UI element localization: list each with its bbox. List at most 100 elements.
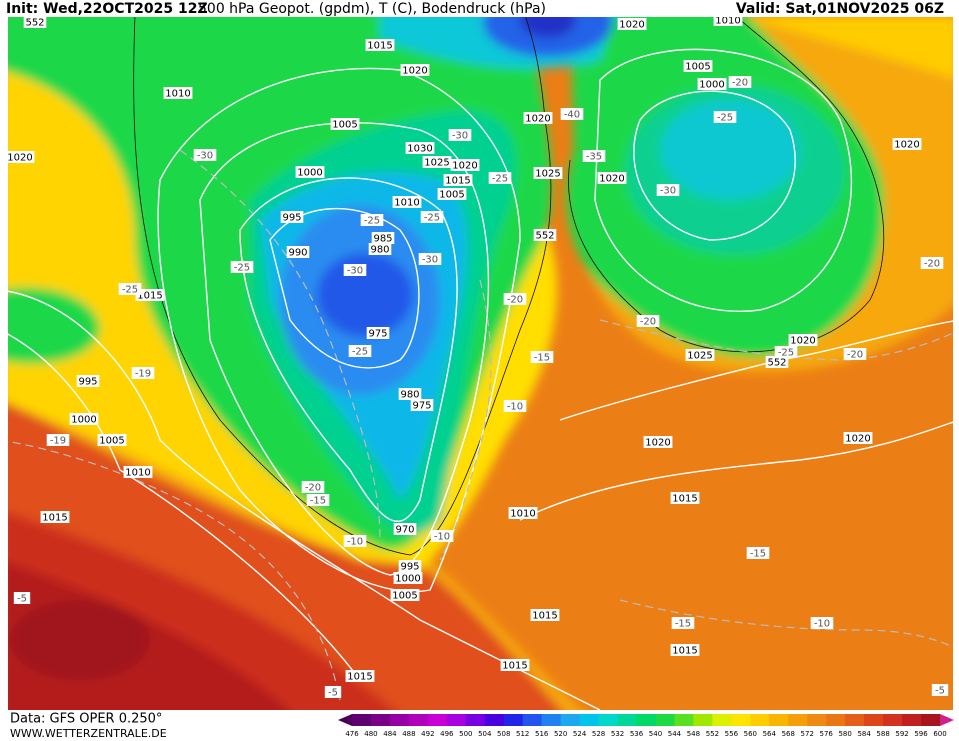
isobar-label-box — [390, 589, 420, 601]
colorbar-label: 560 — [744, 730, 757, 738]
colorbar-label: 512 — [516, 730, 529, 738]
temperature-label-box — [131, 367, 155, 379]
temperature-label: -5 — [935, 686, 945, 697]
colorbar-label: 508 — [497, 730, 510, 738]
colorbar-label: 504 — [478, 730, 492, 738]
colorbar-swatch — [352, 714, 372, 726]
temperature-label-box — [418, 253, 442, 265]
geopotential-label: 552 — [535, 231, 554, 242]
isobar-label-box — [683, 60, 713, 72]
temperature-label-box — [713, 111, 737, 123]
colorbar-swatch — [427, 714, 448, 726]
colorbar-label: 492 — [421, 730, 434, 738]
isobar-label: 1020 — [452, 161, 477, 172]
isobar-label-box — [523, 112, 553, 124]
temperature-label-box — [420, 211, 444, 223]
colorbar-label: 516 — [535, 730, 549, 738]
isobar-label: 1010 — [510, 509, 535, 520]
isobar-label-box — [533, 167, 563, 179]
temperature-label: -19 — [50, 436, 66, 447]
temperature-label-box — [656, 184, 680, 196]
isobar-label: 1005 — [332, 120, 357, 131]
temperature-label: -15 — [750, 549, 766, 560]
temperature-label-box — [118, 283, 142, 295]
colorbar-label: 480 — [364, 730, 377, 738]
isobar-label: 995 — [400, 562, 419, 573]
isobar-label-box — [398, 560, 422, 572]
isobar-label-box — [40, 511, 70, 523]
colorbar-label: 548 — [687, 730, 700, 738]
colorbar-label: 580 — [838, 730, 851, 738]
temperature-label-box — [306, 494, 330, 506]
isobar-label-box — [508, 507, 538, 519]
isobar-label-box — [617, 18, 647, 30]
isobar-label: 1020 — [402, 66, 427, 77]
colorbar-swatch — [636, 714, 656, 726]
colorbar-swatch — [807, 714, 827, 726]
colorbar-swatch — [446, 714, 467, 726]
isobar-label-box — [643, 436, 673, 448]
isobar-label: 1010 — [125, 468, 150, 479]
isobar-label: 980 — [370, 245, 389, 256]
temperature-label: -30 — [452, 131, 468, 142]
colorbar-swatch — [465, 714, 486, 726]
colorbar-swatch — [674, 714, 694, 726]
isobar-label: 995 — [78, 377, 97, 388]
isobar-label: 1015 — [532, 611, 557, 622]
isobar-label: 1015 — [137, 291, 162, 302]
isobar-label-box — [135, 289, 165, 301]
isobar-label: 1010 — [715, 16, 740, 27]
isobar-label: 1025 — [424, 158, 449, 169]
isobar-label: 1010 — [165, 89, 190, 100]
isobar-label: 1000 — [297, 168, 322, 179]
colorbar-label: 592 — [895, 730, 908, 738]
temperature-label: -20 — [847, 350, 863, 361]
colorbar-swatch — [408, 714, 429, 726]
isobar-label: 1015 — [347, 672, 372, 683]
isobar-label-box — [365, 39, 395, 51]
isobar-label: 1000 — [699, 80, 724, 91]
temperature-label: -10 — [814, 619, 830, 630]
temperature-label: -10 — [507, 402, 523, 413]
temperature-label-box — [582, 150, 606, 162]
colorbar-swatch — [845, 714, 865, 726]
colorbar-label: 500 — [459, 730, 472, 738]
temperature-label-box — [728, 76, 752, 88]
colorbar-swatch — [902, 714, 922, 726]
temperature-label-box — [301, 481, 325, 493]
isobar-label: 1015 — [42, 513, 67, 524]
colorbar-label: 476 — [345, 730, 359, 738]
isobar-label-box — [530, 609, 560, 621]
temperature-label: -25 — [122, 285, 138, 296]
temperature-label: -10 — [434, 532, 450, 543]
isobar-label: 1015 — [445, 176, 470, 187]
colorbar-label: 488 — [402, 730, 415, 738]
temperature-label: -30 — [660, 186, 676, 197]
temperature-label-box — [671, 617, 695, 629]
isobar-label-box — [393, 572, 423, 584]
temperature-label-box — [230, 261, 254, 273]
temperature-label-box — [46, 434, 70, 446]
temperature-label-box — [636, 315, 660, 327]
temperature-label-box — [746, 547, 770, 559]
isobar-label: 1005 — [392, 591, 417, 602]
isobar-label-box — [670, 644, 700, 656]
colorbar-swatch — [788, 714, 808, 726]
isobar-label: 1015 — [672, 494, 697, 505]
colorbar-swatch — [655, 714, 675, 726]
isobar-label-box — [8, 151, 35, 163]
temperature-label-box — [13, 592, 31, 604]
isobar-label: 980 — [400, 390, 419, 401]
isobar-label-box — [366, 327, 390, 339]
colorbar-swatch — [712, 714, 732, 726]
isobar-label: 1005 — [439, 190, 464, 201]
isobar-label: 1015 — [672, 646, 697, 657]
temperature-label: -19 — [135, 369, 151, 380]
colorbar-swatch — [370, 714, 391, 726]
init-time: Init: Wed,22OCT2025 12Z — [6, 1, 208, 17]
temperature-label-box — [360, 214, 384, 226]
colorbar-swatch — [731, 714, 751, 726]
geopotential-label-box — [765, 356, 789, 368]
colorbar-arrow-right — [940, 714, 954, 726]
